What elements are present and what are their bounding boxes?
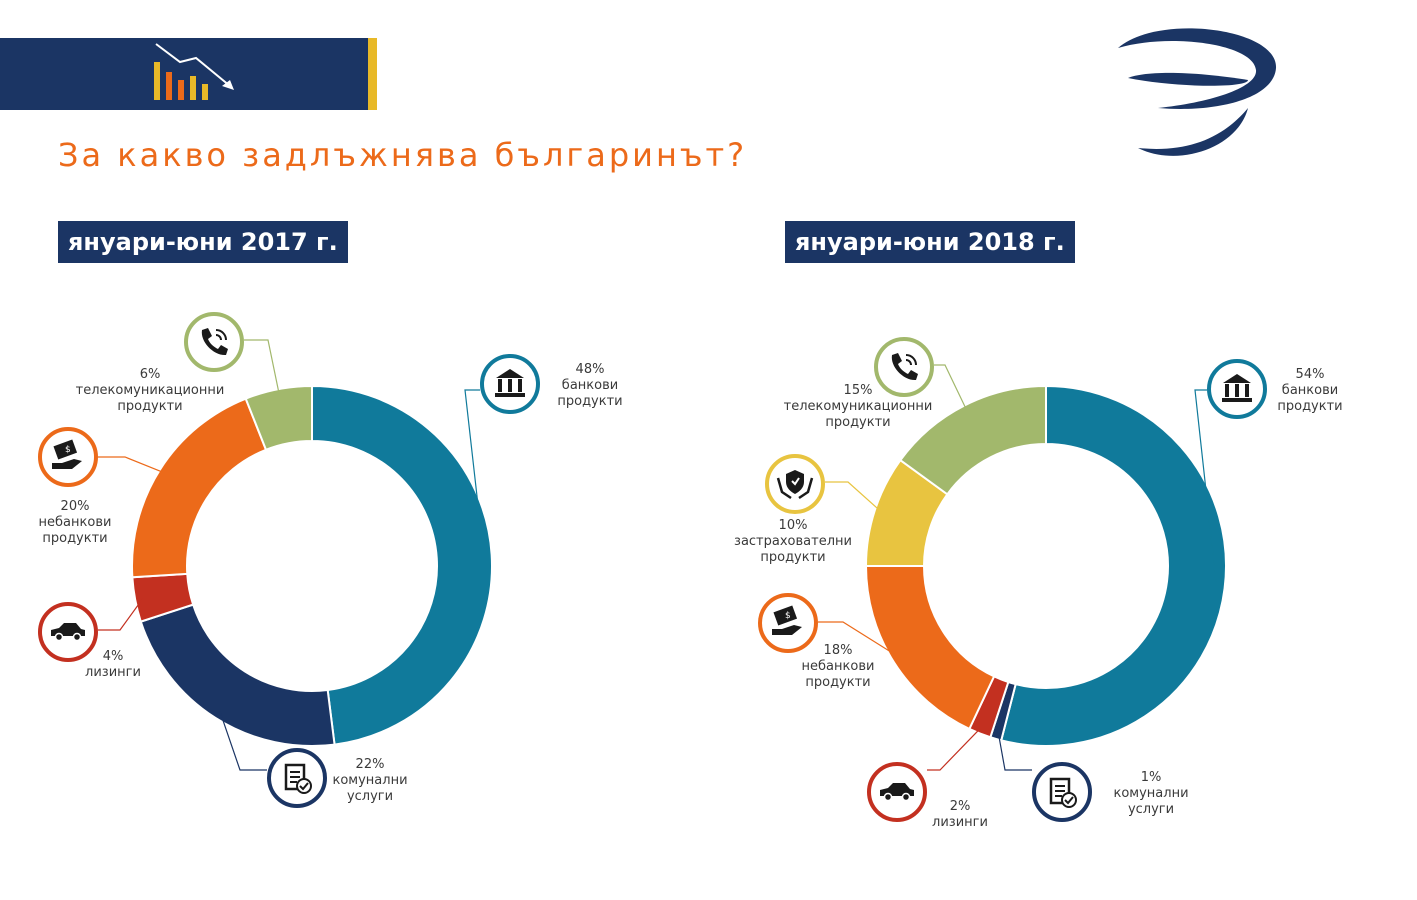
slice-bank: [311, 384, 493, 746]
donut-chart-1: 54%банковипродукти1%комуналниуслуги2%лиз…: [734, 337, 1343, 830]
svg-text:$: $: [785, 611, 791, 621]
leader-line-nonbank: [98, 456, 167, 475]
bank-icon: [1207, 359, 1267, 419]
slice-label-utilities: услуги: [1128, 802, 1174, 817]
slice-percent-leasing: 4%: [103, 649, 124, 664]
period-label-2018: януари-юни 2018 г.: [785, 221, 1075, 263]
car-icon: [38, 602, 98, 662]
slice-label-bank: банкови: [1282, 383, 1338, 398]
document-check-icon: [267, 748, 327, 808]
slice-label-bank: продукти: [1277, 399, 1342, 414]
slice-label-leasing: лизинги: [932, 815, 988, 830]
leader-line-telecom: [244, 339, 281, 398]
svg-text:$: $: [65, 445, 71, 455]
money-hand-icon: $: [38, 427, 98, 487]
slice-percent-leasing: 2%: [950, 799, 971, 814]
car-icon: [867, 762, 927, 822]
slice-telecom: [244, 384, 313, 452]
slice-percent-bank: 48%: [576, 362, 605, 377]
slice-bank: [1000, 384, 1227, 747]
leader-line-leasing: [927, 725, 984, 771]
slice-label-bank: банкови: [562, 378, 618, 393]
slice-label-utilities: услуги: [347, 789, 393, 804]
slice-utilities: [139, 603, 336, 747]
leader-line-telecom: [934, 364, 969, 414]
slice-label-nonbank: небанкови: [39, 515, 112, 530]
company-logo: [1118, 28, 1277, 156]
slice-label-utilities: комунални: [332, 773, 407, 788]
phone-icon: [184, 312, 244, 372]
leader-line-utilities: [219, 711, 267, 771]
slice-telecom: [898, 384, 1047, 496]
leader-line-leasing: [98, 597, 144, 631]
leader-line-insurance: [825, 481, 883, 514]
phone-icon: [874, 337, 934, 397]
slice-label-nonbank: продукти: [42, 531, 107, 546]
slice-percent-utilities: 22%: [356, 757, 385, 772]
money-hand-icon: $: [758, 593, 818, 653]
donut-chart-0: 48%банковипродукти22%комуналниуслуги4%ли…: [38, 312, 623, 808]
slice-percent-bank: 54%: [1296, 367, 1325, 382]
page-title: За какво задлъжнява българинът?: [58, 136, 748, 174]
slice-label-utilities: комунални: [1113, 786, 1188, 801]
bank-icon: [480, 354, 540, 414]
leader-line-bank: [1194, 389, 1218, 588]
slice-percent-nonbank: 20%: [61, 499, 90, 514]
slice-label-telecom: продукти: [117, 399, 182, 414]
slice-label-bank: продукти: [557, 394, 622, 409]
slice-percent-nonbank: 18%: [824, 643, 853, 658]
leader-line-nonbank: [818, 621, 902, 659]
slice-label-telecom: телекомуникационни: [784, 399, 933, 414]
leader-line-bank: [464, 389, 485, 556]
slice-label-leasing: лизинги: [85, 665, 141, 680]
slice-label-insurance: застрахователни: [734, 534, 852, 549]
slice-label-nonbank: продукти: [805, 675, 870, 690]
document-check-icon: [1032, 762, 1092, 822]
slice-nonbank: [131, 397, 268, 579]
leader-line-utilities: [997, 731, 1032, 771]
slice-percent-insurance: 10%: [779, 518, 808, 533]
slice-label-insurance: продукти: [760, 550, 825, 565]
slice-percent-telecom: 6%: [140, 367, 161, 382]
slice-percent-telecom: 15%: [844, 383, 873, 398]
slice-label-telecom: продукти: [825, 415, 890, 430]
slice-label-nonbank: небанкови: [802, 659, 875, 674]
declining-chart-icon: [154, 43, 234, 100]
slice-label-telecom: телекомуникационни: [76, 383, 225, 398]
period-label-2017: януари-юни 2017 г.: [58, 221, 348, 263]
slice-nonbank: [864, 565, 996, 731]
top-banner-accent: [368, 38, 377, 110]
slice-percent-utilities: 1%: [1141, 770, 1162, 785]
shield-hands-icon: [765, 454, 825, 514]
